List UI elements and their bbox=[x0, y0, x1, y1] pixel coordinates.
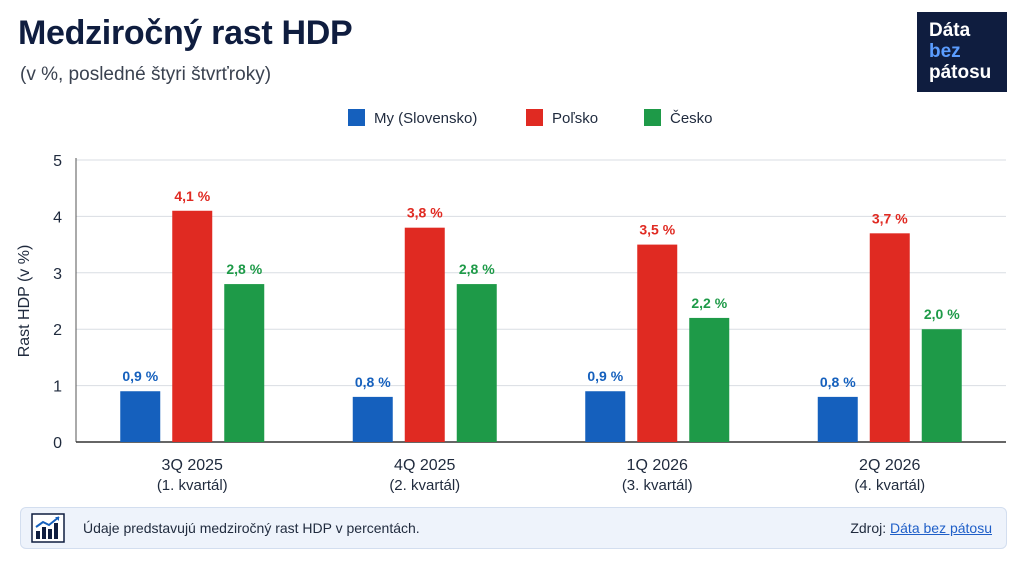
bar bbox=[637, 244, 678, 442]
data-label: 3,5 % bbox=[639, 222, 675, 238]
y-tick-label: 2 bbox=[53, 322, 62, 339]
data-label: 3,8 % bbox=[407, 205, 443, 221]
bar bbox=[869, 233, 910, 442]
data-label: 3,7 % bbox=[872, 210, 908, 226]
x-tick-sublabel: (3. kvartál) bbox=[622, 477, 693, 494]
footer-note-box: Údaje predstavujú medziročný rast HDP v … bbox=[20, 507, 1007, 549]
data-label: 2,8 % bbox=[226, 261, 262, 277]
bar-chart-icon bbox=[31, 513, 65, 543]
data-label: 0,8 % bbox=[820, 374, 856, 390]
data-label: 0,9 % bbox=[587, 368, 623, 384]
y-axis-label: Rast HDP (v %) bbox=[16, 245, 33, 358]
logo-line-1: Dáta bbox=[929, 20, 971, 41]
data-label: 2,8 % bbox=[459, 261, 495, 277]
legend-label-1: Poľsko bbox=[552, 110, 598, 127]
source-link[interactable]: Dáta bez pátosu bbox=[890, 520, 992, 536]
chart-title: Medziročný rast HDP bbox=[18, 14, 353, 52]
x-tick-label: 3Q 2025 bbox=[162, 457, 223, 474]
bar bbox=[120, 391, 161, 442]
data-label: 2,0 % bbox=[924, 306, 960, 322]
bar bbox=[352, 396, 393, 442]
footer-note-text: Údaje predstavujú medziročný rast HDP v … bbox=[83, 520, 420, 536]
x-tick-label: 2Q 2026 bbox=[859, 457, 920, 474]
legend-label-2: Česko bbox=[670, 110, 713, 127]
y-tick-label: 5 bbox=[53, 153, 62, 170]
bar bbox=[817, 396, 858, 442]
bar bbox=[172, 210, 213, 442]
y-tick-label: 3 bbox=[53, 266, 62, 283]
y-tick-label: 0 bbox=[53, 435, 62, 452]
legend-swatch-1 bbox=[526, 109, 543, 126]
bar bbox=[456, 284, 497, 442]
bar bbox=[585, 391, 626, 442]
legend-swatch-2 bbox=[644, 109, 661, 126]
chart-subtitle: (v %, posledné štyri štvrťroky) bbox=[20, 64, 272, 85]
source-label: Zdroj: bbox=[850, 520, 887, 536]
data-label: 0,8 % bbox=[355, 374, 391, 390]
x-tick-sublabel: (4. kvartál) bbox=[854, 477, 925, 494]
x-tick-label: 4Q 2025 bbox=[394, 457, 455, 474]
legend-swatch-0 bbox=[348, 109, 365, 126]
bar bbox=[689, 317, 730, 442]
legend-label-0: My (Slovensko) bbox=[374, 110, 477, 127]
logo-line-3: pátosu bbox=[929, 62, 992, 83]
y-tick-label: 1 bbox=[53, 379, 62, 396]
logo-line-2: bez bbox=[929, 41, 961, 62]
footer-source: Zdroj: Dáta bez pátosu bbox=[850, 520, 992, 536]
x-tick-sublabel: (2. kvartál) bbox=[389, 477, 460, 494]
bar bbox=[921, 329, 962, 442]
data-label: 2,2 % bbox=[691, 295, 727, 311]
x-tick-sublabel: (1. kvartál) bbox=[157, 477, 228, 494]
bar-chart: My (Slovensko) Poľsko Česko 0 1 2 3 4 5 Rast HDP … bbox=[16, 109, 1006, 494]
data-label: 4,1 % bbox=[174, 188, 210, 204]
x-tick-label: 1Q 2026 bbox=[627, 457, 688, 474]
bar bbox=[224, 284, 265, 442]
y-tick-label: 4 bbox=[53, 209, 62, 226]
data-label: 0,9 % bbox=[122, 368, 158, 384]
bar bbox=[404, 227, 445, 442]
brand-logo: Dáta bez pátosu bbox=[917, 12, 1007, 92]
